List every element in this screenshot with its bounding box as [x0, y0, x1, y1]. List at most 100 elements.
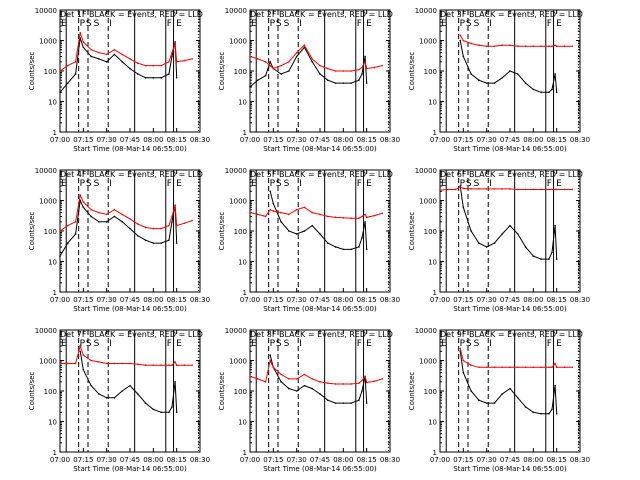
event-label: E — [556, 19, 562, 29]
lld-point — [113, 48, 116, 51]
lld-point — [191, 58, 194, 60]
event-label: S — [94, 339, 100, 349]
events-point — [516, 233, 519, 235]
lld-point — [364, 375, 366, 378]
lld-point — [144, 364, 147, 367]
lld-point — [303, 373, 306, 376]
y-tick-label: 10000 — [415, 327, 437, 335]
lld-point — [373, 66, 376, 69]
events-point — [144, 402, 147, 404]
y-tick-label: 10 — [48, 99, 57, 107]
lld-point — [493, 366, 496, 369]
lld-point — [66, 64, 69, 67]
event-label: E — [441, 179, 447, 189]
events-point — [175, 242, 178, 244]
x-tick-label: 08:30 — [190, 456, 210, 464]
event-label: F — [547, 339, 552, 349]
events-point — [485, 402, 488, 404]
events-point — [74, 233, 77, 235]
panel-1: Det 1F BLACK = Events, RED = LLD 1 10 100 10… — [28, 7, 210, 153]
x-tick-label: 07:45 — [310, 296, 330, 304]
lld-point — [554, 188, 556, 191]
lld-point — [175, 364, 178, 367]
events-point — [74, 73, 77, 75]
panel-title: Det 7F BLACK = Events, RED = LLD — [60, 330, 203, 339]
event-label: E — [556, 339, 562, 349]
lld-point — [59, 70, 61, 72]
events-point — [66, 82, 69, 84]
x-tick-label: 07:00 — [430, 136, 450, 144]
x-tick-label: 07:15 — [73, 456, 93, 464]
x-tick-label: 07:00 — [50, 456, 70, 464]
y-tick-label: 10000 — [35, 167, 57, 175]
events-point — [136, 73, 139, 75]
lld-point — [548, 45, 550, 48]
events-point — [121, 390, 124, 392]
events-point — [334, 82, 337, 84]
lld-point — [319, 64, 321, 67]
lld-point — [365, 381, 368, 384]
y-tick-label: 100 — [424, 388, 437, 396]
events-point — [342, 402, 345, 404]
y-tick-label: 10 — [238, 419, 247, 427]
events-point — [493, 242, 496, 244]
event-label: F — [357, 19, 362, 29]
x-tick-label: 08:00 — [143, 136, 163, 144]
lld-point — [358, 382, 360, 385]
lld-point — [175, 224, 178, 227]
lld-point — [264, 215, 267, 218]
events-point — [82, 206, 85, 209]
events-point — [532, 255, 535, 257]
lld-point — [311, 58, 314, 60]
event-label: S — [94, 179, 100, 189]
x-axis-label: Start Time (08-Mar-14 06:55:00) — [73, 465, 187, 473]
series-events-line — [459, 351, 558, 415]
lld-point — [501, 188, 504, 190]
lld-point — [121, 213, 124, 216]
x-tick-label: 08:30 — [570, 456, 590, 464]
lld-point — [152, 227, 155, 230]
lld-point — [334, 70, 337, 72]
events-point — [342, 248, 345, 251]
lld-point — [555, 45, 558, 48]
y-tick-label: 100 — [424, 68, 437, 76]
x-tick-label: 08:15 — [547, 456, 567, 464]
events-point — [478, 242, 480, 244]
lld-point — [361, 379, 363, 382]
x-tick-label: 07:30 — [97, 296, 117, 304]
events-point — [152, 242, 155, 244]
lld-point — [183, 59, 186, 62]
events-point — [129, 227, 131, 230]
events-point — [532, 411, 535, 414]
events-point — [311, 387, 314, 390]
lld-point — [256, 213, 259, 216]
lld-point — [168, 61, 170, 63]
lld-point — [183, 222, 186, 225]
events-point — [90, 55, 92, 58]
events-point — [470, 73, 472, 75]
events-point — [171, 55, 173, 58]
events-point — [555, 412, 558, 415]
events-point — [113, 396, 116, 399]
lld-point — [342, 383, 345, 385]
series-events-line — [249, 46, 368, 88]
lld-point — [183, 364, 186, 367]
event-label: P — [80, 179, 86, 189]
lld-point — [326, 67, 329, 70]
events-point — [319, 73, 321, 75]
events-point — [82, 46, 85, 49]
events-point — [171, 221, 173, 223]
lld-point — [516, 45, 519, 48]
events-point — [311, 224, 314, 227]
lld-point — [373, 380, 376, 382]
lld-point — [493, 45, 496, 48]
events-point — [493, 402, 496, 404]
events-point — [334, 246, 337, 248]
lld-point — [571, 366, 574, 369]
events-point — [350, 402, 352, 404]
events-point — [160, 411, 162, 414]
lld-point — [256, 58, 259, 60]
panel-6: Det 6F BLACK = Events, RED = LLD 1 10 100 10… — [408, 167, 590, 313]
y-tick-label: 1000 — [229, 358, 247, 366]
event-label: E — [176, 19, 182, 29]
